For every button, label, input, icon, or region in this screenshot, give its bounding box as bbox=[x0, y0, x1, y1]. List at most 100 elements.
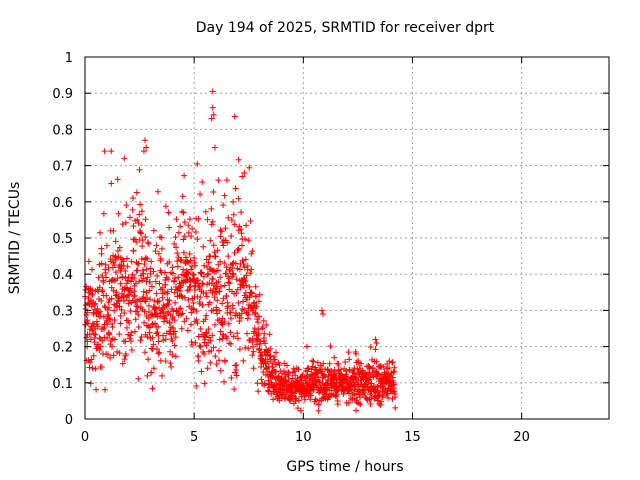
data-point bbox=[165, 301, 172, 308]
data-point bbox=[207, 237, 214, 244]
data-point bbox=[246, 164, 253, 171]
data-point bbox=[146, 287, 153, 294]
data-point bbox=[124, 277, 131, 284]
data-point bbox=[166, 258, 173, 265]
data-point bbox=[199, 179, 206, 186]
data-point bbox=[294, 375, 301, 382]
data-point bbox=[271, 356, 278, 363]
data-point bbox=[129, 271, 136, 278]
data-point bbox=[114, 247, 121, 254]
data-point bbox=[228, 374, 235, 381]
data-point bbox=[83, 334, 90, 341]
data-point bbox=[89, 365, 96, 372]
data-point bbox=[246, 283, 253, 290]
data-point bbox=[249, 339, 256, 346]
data-point bbox=[135, 311, 142, 318]
data-point bbox=[131, 274, 138, 281]
data-point bbox=[230, 198, 237, 205]
data-point bbox=[201, 380, 208, 387]
data-point bbox=[149, 334, 156, 341]
data-point bbox=[197, 343, 204, 350]
data-point bbox=[123, 255, 130, 262]
data-point bbox=[255, 298, 262, 305]
data-point bbox=[255, 388, 262, 395]
data-point bbox=[357, 401, 364, 408]
data-point bbox=[371, 388, 378, 395]
data-point bbox=[222, 270, 229, 277]
data-point bbox=[142, 234, 149, 241]
data-point bbox=[108, 180, 115, 187]
data-point bbox=[240, 357, 247, 364]
data-point bbox=[224, 239, 231, 246]
data-point bbox=[100, 210, 107, 217]
data-point bbox=[209, 332, 216, 339]
data-point bbox=[131, 288, 138, 295]
data-point bbox=[295, 397, 302, 404]
data-point bbox=[390, 369, 397, 376]
data-point bbox=[143, 322, 150, 329]
data-point bbox=[162, 281, 169, 288]
data-point bbox=[208, 347, 215, 354]
data-point bbox=[241, 169, 248, 176]
data-point bbox=[167, 348, 174, 355]
data-point bbox=[301, 396, 308, 403]
data-point bbox=[241, 264, 248, 271]
data-point bbox=[187, 276, 194, 283]
data-point bbox=[111, 262, 118, 269]
data-point bbox=[140, 293, 147, 300]
data-point bbox=[309, 363, 316, 370]
data-point bbox=[245, 345, 252, 352]
data-point bbox=[236, 318, 243, 325]
data-point bbox=[123, 324, 130, 331]
data-point bbox=[94, 323, 101, 330]
data-point bbox=[236, 346, 243, 353]
data-point bbox=[210, 111, 217, 118]
data-point bbox=[193, 316, 200, 323]
data-point bbox=[304, 368, 311, 375]
data-point bbox=[95, 274, 102, 281]
data-point bbox=[234, 335, 241, 342]
data-point bbox=[141, 349, 148, 356]
data-point bbox=[199, 280, 206, 287]
data-point bbox=[384, 394, 391, 401]
data-point bbox=[166, 224, 173, 231]
data-point bbox=[374, 383, 381, 390]
data-point bbox=[171, 275, 178, 282]
data-point bbox=[343, 371, 350, 378]
data-point bbox=[100, 279, 107, 286]
data-point bbox=[352, 350, 359, 357]
data-point bbox=[244, 315, 251, 322]
data-point bbox=[133, 238, 140, 245]
data-point bbox=[239, 257, 246, 264]
data-point bbox=[110, 276, 117, 283]
data-point bbox=[153, 290, 160, 297]
data-point bbox=[272, 368, 279, 375]
data-point bbox=[114, 348, 121, 355]
data-point bbox=[114, 275, 121, 282]
data-point bbox=[389, 359, 396, 366]
data-point bbox=[252, 311, 259, 318]
data-point bbox=[255, 313, 262, 320]
data-point bbox=[127, 285, 134, 292]
data-point bbox=[98, 250, 105, 257]
data-point bbox=[211, 321, 218, 328]
data-point bbox=[185, 222, 192, 229]
data-point bbox=[204, 263, 211, 270]
data-point bbox=[181, 172, 188, 179]
data-point bbox=[150, 341, 157, 348]
data-point bbox=[238, 242, 245, 249]
data-point bbox=[88, 290, 95, 297]
grid bbox=[85, 57, 609, 419]
data-point bbox=[243, 282, 250, 289]
data-point bbox=[201, 350, 208, 357]
data-point bbox=[136, 211, 143, 218]
data-point bbox=[209, 289, 216, 296]
y-tick-label: 0.3 bbox=[52, 304, 73, 319]
data-point bbox=[144, 255, 151, 262]
data-point bbox=[225, 253, 232, 260]
data-point bbox=[165, 276, 172, 283]
data-point bbox=[243, 272, 250, 279]
x-tick-label: 15 bbox=[404, 430, 421, 445]
y-tick-labels: 0 0.1 0.2 0.3 0.4 0.5 0.6 0.7 0.8 0.9 1 bbox=[52, 51, 73, 428]
data-point bbox=[334, 387, 341, 394]
